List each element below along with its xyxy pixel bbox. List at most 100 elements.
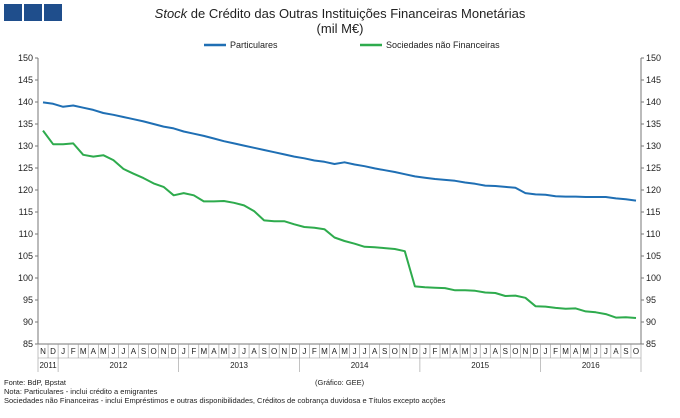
- month-label: S: [623, 347, 628, 356]
- y-tick-label-left: 105: [18, 251, 33, 261]
- month-label: J: [182, 347, 186, 356]
- month-label: O: [271, 347, 277, 356]
- legend-label: Sociedades não Financeiras: [386, 40, 500, 50]
- month-label: F: [553, 347, 558, 356]
- month-label: M: [221, 347, 228, 356]
- year-label: 2016: [582, 361, 600, 370]
- month-label: J: [232, 347, 236, 356]
- y-tick-label-right: 85: [646, 339, 656, 349]
- year-label: 2014: [351, 361, 369, 370]
- month-label: O: [633, 347, 639, 356]
- y-tick-label-left: 95: [23, 295, 33, 305]
- month-label: D: [291, 347, 297, 356]
- y-tick-label-left: 85: [23, 339, 33, 349]
- month-label: J: [302, 347, 306, 356]
- month-label: J: [423, 347, 427, 356]
- month-label: M: [100, 347, 107, 356]
- y-tick-label-left: 140: [18, 97, 33, 107]
- month-label: M: [462, 347, 469, 356]
- chart-notes: Fonte: BdP, Bpstat Nota: Particulares - …: [4, 378, 445, 405]
- source-note: Fonte: BdP, Bpstat: [4, 378, 66, 387]
- particulares-line: [42, 101, 637, 202]
- y-tick-label-left: 130: [18, 141, 33, 151]
- y-tick-label-right: 145: [646, 75, 661, 85]
- month-label: M: [562, 347, 569, 356]
- month-label: A: [452, 347, 458, 356]
- y-tick-label-right: 125: [646, 163, 661, 173]
- month-label: O: [512, 347, 518, 356]
- chart-title-line: Stock de Crédito das Outras Instituições…: [0, 6, 680, 21]
- gee-logo: [4, 4, 62, 21]
- month-label: F: [71, 347, 76, 356]
- y-tick-label-right: 120: [646, 185, 661, 195]
- month-label: M: [321, 347, 328, 356]
- month-label: D: [50, 347, 56, 356]
- month-label: J: [544, 347, 548, 356]
- y-tick-label-right: 105: [646, 251, 661, 261]
- month-label: M: [582, 347, 589, 356]
- y-tick-label-left: 90: [23, 317, 33, 327]
- month-label: J: [473, 347, 477, 356]
- chart-title: Stock de Crédito das Outras Instituições…: [0, 6, 680, 36]
- legend-label: Particulares: [230, 40, 278, 50]
- logo-square-1: [4, 4, 22, 21]
- month-label: N: [40, 347, 46, 356]
- month-label: J: [353, 347, 357, 356]
- month-label: D: [171, 347, 177, 356]
- month-label: M: [80, 347, 87, 356]
- y-tick-label-left: 145: [18, 75, 33, 85]
- month-label: A: [211, 347, 217, 356]
- month-label: S: [382, 347, 387, 356]
- month-label: J: [483, 347, 487, 356]
- month-label: M: [442, 347, 449, 356]
- y-tick-label-right: 90: [646, 317, 656, 327]
- month-label: J: [604, 347, 608, 356]
- title-italic: Stock: [154, 6, 188, 21]
- sociedades-note: Sociedades não Financeiras - inclui Empr…: [4, 396, 446, 405]
- month-label: S: [261, 347, 266, 356]
- month-label: D: [533, 347, 539, 356]
- y-tick-label-right: 135: [646, 119, 661, 129]
- month-label: J: [363, 347, 367, 356]
- month-label: O: [392, 347, 398, 356]
- month-label: J: [242, 347, 246, 356]
- y-tick-label-right: 95: [646, 295, 656, 305]
- month-label: A: [573, 347, 579, 356]
- y-tick-label-right: 110: [646, 229, 660, 239]
- month-label: A: [493, 347, 499, 356]
- logo-square-3: [44, 4, 62, 21]
- month-label: S: [503, 347, 508, 356]
- month-label: A: [91, 347, 97, 356]
- year-label: 2013: [230, 361, 248, 370]
- y-tick-label-left: 100: [18, 273, 33, 283]
- y-tick-label-right: 100: [646, 273, 661, 283]
- month-label: A: [131, 347, 137, 356]
- month-label: J: [121, 347, 125, 356]
- particulares-note: Nota: Particulares - inclui crédito a em…: [4, 387, 158, 396]
- sociedades-line: [42, 130, 637, 319]
- month-label: N: [523, 347, 529, 356]
- month-label: F: [191, 347, 196, 356]
- y-tick-label-left: 135: [18, 119, 33, 129]
- y-tick-label-right: 140: [646, 97, 661, 107]
- chart-credit: (Gráfico: GEE): [315, 378, 365, 387]
- month-label: N: [402, 347, 408, 356]
- month-label: N: [161, 347, 167, 356]
- y-tick-label-right: 115: [646, 207, 660, 217]
- y-tick-label-left: 125: [18, 163, 33, 173]
- month-label: J: [61, 347, 65, 356]
- month-label: D: [412, 347, 418, 356]
- year-label: 2012: [110, 361, 128, 370]
- year-label: 2015: [471, 361, 489, 370]
- month-label: S: [141, 347, 146, 356]
- month-label: N: [281, 347, 287, 356]
- logo-square-2: [24, 4, 42, 21]
- y-tick-label-left: 120: [18, 185, 33, 195]
- month-label: J: [594, 347, 598, 356]
- y-tick-label-left: 110: [19, 229, 33, 239]
- y-tick-label-right: 150: [646, 53, 661, 63]
- year-label: 2011: [39, 361, 57, 370]
- month-label: J: [111, 347, 115, 356]
- month-label: F: [433, 347, 438, 356]
